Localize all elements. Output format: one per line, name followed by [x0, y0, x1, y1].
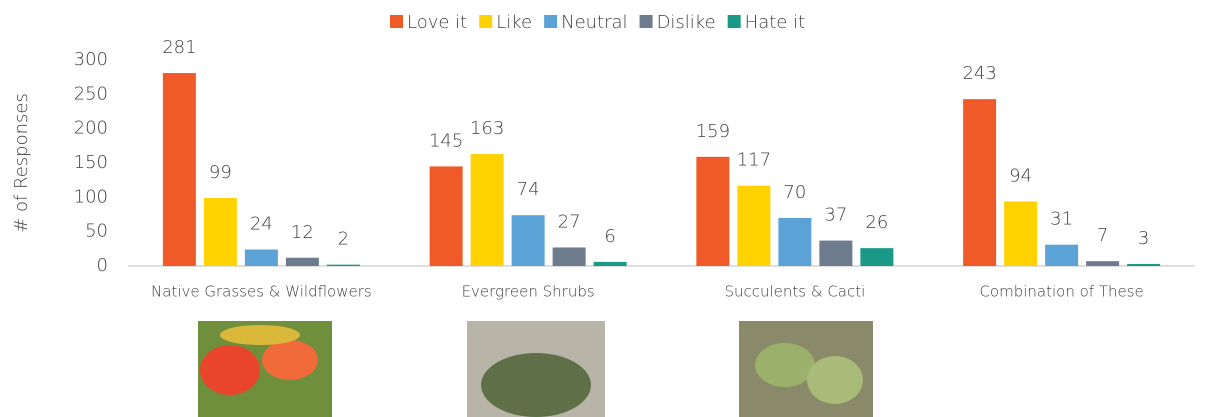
- bar: [737, 186, 770, 266]
- bar: [430, 166, 463, 266]
- bar: [1086, 261, 1119, 266]
- photo-detail: [755, 343, 815, 387]
- value-label: 26: [865, 212, 888, 233]
- y-tick-label: 0: [97, 255, 108, 276]
- legend-label: Hate it: [745, 12, 805, 33]
- legend-swatch: [640, 15, 653, 28]
- y-tick-label: 200: [74, 118, 108, 139]
- photo-detail: [262, 340, 318, 380]
- legend-label: Neutral: [561, 12, 627, 33]
- legend-label: Dislike: [657, 12, 716, 33]
- bar: [860, 248, 893, 266]
- bar: [471, 154, 504, 266]
- x-tick-label: Native Grasses & Wildflowers: [151, 283, 372, 301]
- bar: [1004, 201, 1037, 266]
- y-tick-label: 150: [74, 152, 108, 173]
- value-label: 94: [1009, 165, 1032, 186]
- value-label: 2: [338, 229, 349, 250]
- y-tick-label: 100: [74, 186, 108, 207]
- value-label: 281: [162, 37, 196, 58]
- bar: [1045, 245, 1078, 266]
- value-label: 12: [291, 222, 314, 243]
- bar: [963, 99, 996, 266]
- legend-label: Like: [496, 12, 532, 33]
- bar: [1127, 264, 1160, 266]
- value-label: 145: [429, 130, 463, 151]
- photo-detail: [807, 356, 863, 404]
- value-label: 163: [470, 118, 504, 139]
- value-label: 31: [1050, 209, 1073, 230]
- bar: [512, 215, 545, 266]
- y-axis-label: # of Responses: [11, 93, 32, 233]
- legend-swatch: [728, 15, 741, 28]
- value-label: 70: [783, 182, 806, 203]
- legend-label: Love it: [407, 12, 467, 33]
- value-label: 24: [250, 214, 273, 235]
- x-tick-label: Succulents & Cacti: [724, 283, 865, 301]
- photo-detail: [220, 325, 300, 345]
- x-tick-label: Combination of These: [979, 283, 1143, 301]
- photo-detail: [200, 345, 260, 395]
- bar: [696, 157, 729, 266]
- bar: [204, 198, 237, 266]
- chart: # of Responses 0 50 100 150 200 250 300 Love it…: [0, 0, 1209, 417]
- legend-swatch: [544, 15, 557, 28]
- bar: [163, 73, 196, 266]
- bar: [778, 218, 811, 266]
- bar: [286, 258, 319, 266]
- legend-swatch: [390, 15, 403, 28]
- value-label: 7: [1097, 225, 1108, 246]
- value-label: 6: [604, 226, 615, 247]
- legend-swatch: [479, 15, 492, 28]
- y-tick-label: 250: [74, 83, 108, 104]
- bar: [819, 241, 852, 266]
- photos: [198, 321, 873, 417]
- y-tick-label: 50: [85, 221, 108, 242]
- y-tick-label: 300: [74, 49, 108, 70]
- bar: [245, 250, 278, 266]
- value-label: 74: [517, 179, 540, 200]
- value-label: 117: [737, 150, 771, 171]
- x-tick-label: Evergreen Shrubs: [462, 283, 595, 301]
- value-label: 243: [962, 63, 996, 84]
- bar: [553, 247, 586, 266]
- photo-detail: [481, 353, 591, 417]
- value-label: 3: [1138, 228, 1149, 249]
- value-label: 99: [209, 162, 232, 183]
- bar: [594, 262, 627, 266]
- value-label: 37: [824, 205, 847, 226]
- value-label: 159: [696, 121, 730, 142]
- bar: [327, 265, 360, 266]
- value-label: 27: [558, 211, 581, 232]
